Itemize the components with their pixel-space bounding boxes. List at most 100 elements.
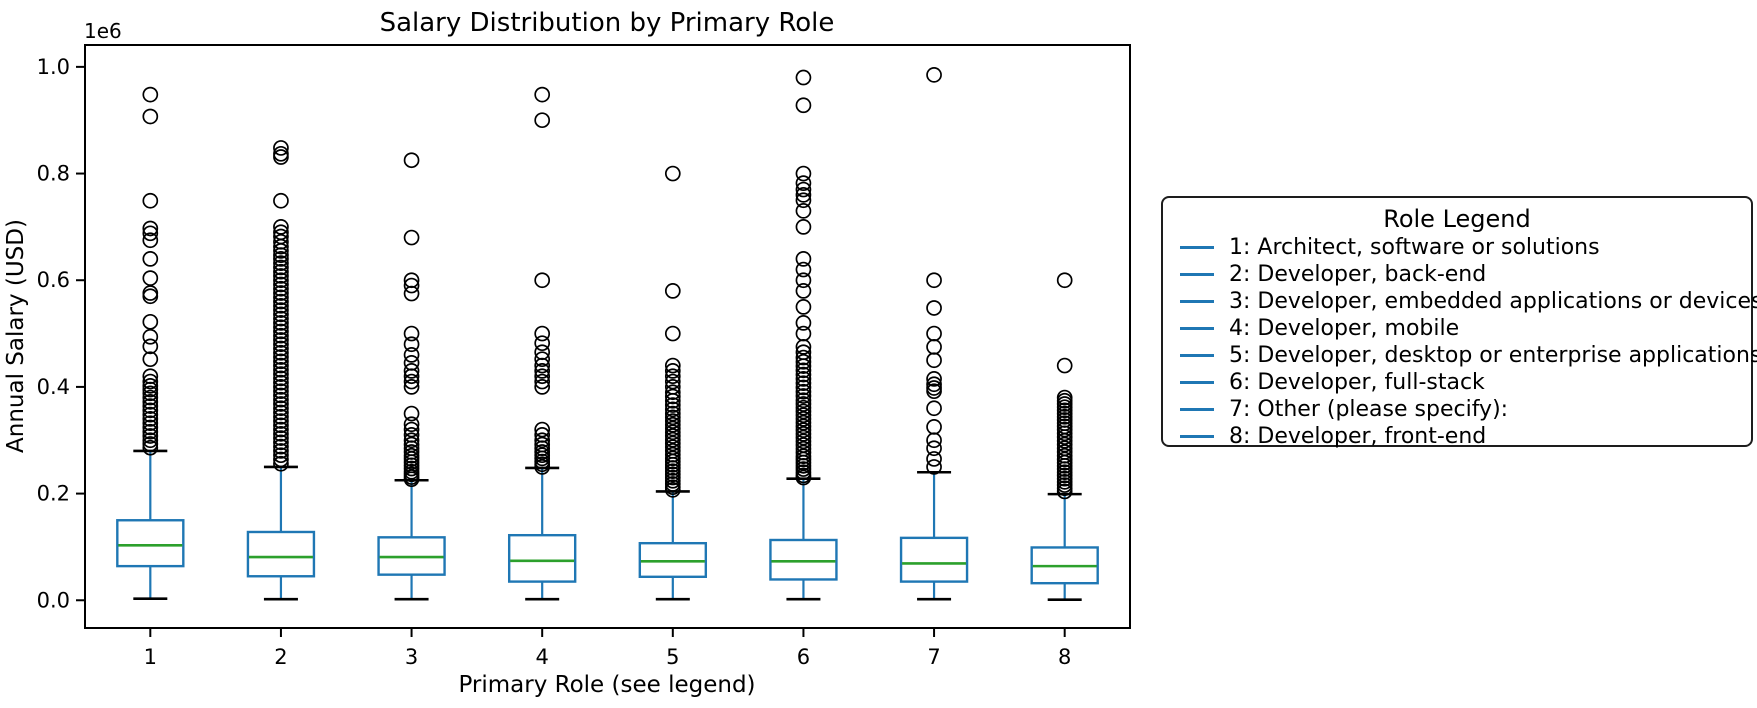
outlier-point xyxy=(926,272,942,289)
box-plots xyxy=(116,67,1099,602)
legend-item: 2: Developer, back-end xyxy=(1163,261,1751,288)
outlier-point xyxy=(403,421,420,438)
outlier-point xyxy=(664,424,681,441)
outlier-point xyxy=(403,325,420,342)
outlier-point xyxy=(1056,357,1073,374)
outlier-point xyxy=(142,402,159,419)
legend-line-swatch xyxy=(1180,300,1214,303)
outlier-point xyxy=(273,219,289,235)
box-plot-1 xyxy=(116,86,185,600)
legend-item: 7: Other (please specify): xyxy=(1163,396,1751,423)
iqr-box xyxy=(246,530,316,578)
outlier-point xyxy=(273,268,289,284)
iqr-box xyxy=(899,536,969,583)
outlier-point xyxy=(1056,432,1073,449)
outlier-point xyxy=(273,302,289,318)
outlier-point xyxy=(403,373,420,390)
box-plot-2 xyxy=(246,140,316,601)
legend-line-swatch xyxy=(1180,246,1214,249)
outlier-point xyxy=(926,371,942,387)
outlier-point xyxy=(795,375,812,392)
outlier-point xyxy=(273,421,289,438)
legend-item: 4: Developer, mobile xyxy=(1163,315,1751,342)
outlier-point xyxy=(795,433,812,450)
outlier-point xyxy=(926,459,942,475)
y-tick-label: 0.6 xyxy=(37,268,70,292)
outlier-point xyxy=(795,353,812,370)
outlier-point xyxy=(273,408,289,425)
outlier-point xyxy=(142,411,159,427)
outlier-point xyxy=(273,400,289,417)
outlier-point xyxy=(273,366,289,382)
y-tick-label: 0.2 xyxy=(37,482,70,506)
outlier-point xyxy=(273,340,289,357)
outlier-point xyxy=(795,181,812,198)
outlier-point xyxy=(273,425,289,442)
outlier-point xyxy=(664,368,681,385)
box-plot-3 xyxy=(377,152,446,601)
legend-item-label: 8: Developer, front-end xyxy=(1229,424,1487,449)
outlier-point xyxy=(664,428,681,444)
outlier-point xyxy=(273,251,289,267)
outlier-point xyxy=(273,353,289,370)
outlier-point xyxy=(142,251,159,267)
legend-item-label: 1: Architect, software or solutions xyxy=(1229,235,1600,260)
outliers xyxy=(1056,272,1073,500)
legend-item-label: 7: Other (please specify): xyxy=(1229,397,1509,422)
outlier-point xyxy=(273,192,289,209)
legend-item-label: 2: Developer, back-end xyxy=(1229,262,1487,287)
y-tick-label: 0.4 xyxy=(37,375,70,399)
x-tick-label: 3 xyxy=(405,645,418,669)
legend-title: Role Legend xyxy=(1383,205,1531,233)
outlier-point xyxy=(142,419,159,436)
iqr-box xyxy=(638,541,708,578)
outlier-point xyxy=(403,336,420,353)
outlier-point xyxy=(795,203,812,219)
outlier-point xyxy=(273,149,289,165)
outlier-point xyxy=(926,432,942,449)
outlier-point xyxy=(273,315,289,331)
outlier-point xyxy=(142,351,159,368)
outlier-point xyxy=(1056,421,1073,438)
outlier-point xyxy=(273,276,289,293)
outlier-point xyxy=(142,192,159,209)
outlier-point xyxy=(664,431,681,448)
outlier-point xyxy=(795,407,812,424)
outlier-point xyxy=(142,381,159,398)
outlier-point xyxy=(273,293,289,310)
outlier-point xyxy=(273,434,289,451)
outlier-point xyxy=(142,108,159,125)
outlier-point xyxy=(273,374,289,391)
x-tick-label: 1 xyxy=(144,645,157,669)
outlier-point xyxy=(273,387,289,404)
y-axis-label: Annual Salary (USD) xyxy=(3,219,29,453)
outlier-point xyxy=(664,420,681,437)
outlier-point xyxy=(273,417,289,434)
outlier-point xyxy=(1056,429,1073,445)
outlier-point xyxy=(534,421,551,438)
outlier-point xyxy=(795,371,812,387)
outlier-point xyxy=(795,469,812,486)
outlier-point xyxy=(795,392,812,409)
outlier-point xyxy=(403,152,420,169)
outlier-point xyxy=(926,376,942,393)
outlier-point xyxy=(273,238,289,255)
outlier-point xyxy=(534,335,551,352)
outlier-point xyxy=(142,436,159,452)
legend-item-label: 6: Developer, full-stack xyxy=(1229,370,1485,395)
outlier-point xyxy=(1056,425,1073,442)
outlier-point xyxy=(403,277,420,294)
outliers xyxy=(142,86,159,456)
outlier-point xyxy=(795,388,812,404)
box-plot-4 xyxy=(507,86,577,601)
x-tick-label: 7 xyxy=(927,645,940,669)
y-tick-label: 0.0 xyxy=(37,588,70,612)
outlier-point xyxy=(795,422,812,438)
outlier-point xyxy=(273,323,289,340)
legend-item: 8: Developer, front-end xyxy=(1163,423,1751,450)
outlier-point xyxy=(403,368,420,385)
outlier-point xyxy=(926,300,942,316)
outlier-point xyxy=(795,358,812,374)
outlier-point xyxy=(795,414,812,431)
outlier-point xyxy=(795,362,812,379)
